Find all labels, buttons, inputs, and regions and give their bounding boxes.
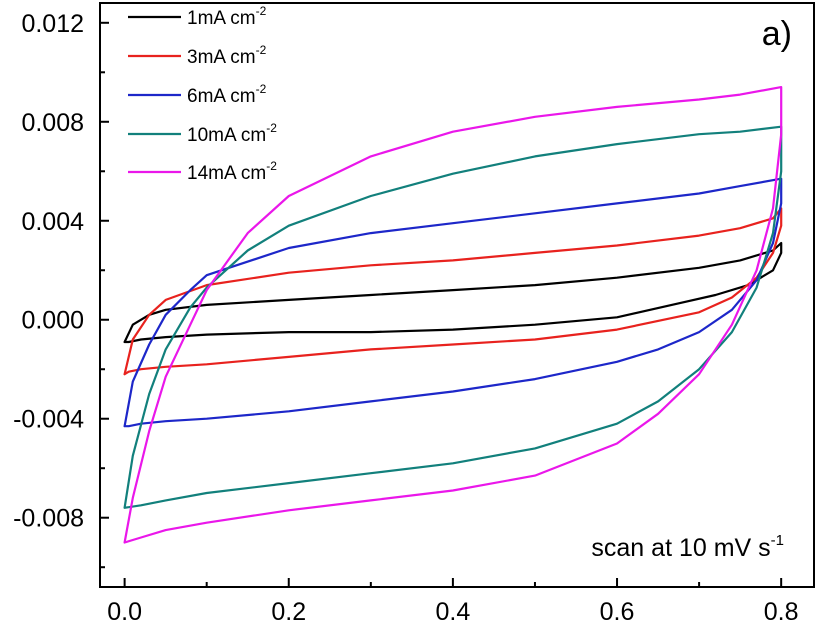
legend-label-superscript-2: -2	[256, 43, 267, 57]
series-line-2	[123, 207, 783, 376]
x-tick-label-3: 0.4	[436, 598, 471, 626]
x-tick-label-2: 0.2	[271, 598, 306, 626]
legend-label-3: 6mA cm-2	[187, 82, 267, 107]
panel-label: a)	[762, 15, 792, 53]
legend-label-text-5: 14mA cm	[187, 163, 266, 184]
scan-rate-annotation-text: scan at 10 mV s	[591, 534, 770, 562]
scan-rate-annotation: scan at 10 mV s-1	[591, 532, 784, 562]
series-line-1	[123, 241, 783, 344]
y-tick-label-5: -0.004	[13, 406, 84, 434]
legend-label-1: 1mA cm-2	[187, 4, 267, 29]
legend-label-text-2: 3mA cm	[187, 47, 256, 68]
legend-label-text-4: 10mA cm	[187, 125, 266, 146]
legend-label-text-3: 6mA cm	[187, 86, 256, 107]
y-tick-label-2: 0.008	[21, 109, 84, 137]
legend-label-superscript-4: -2	[266, 121, 277, 135]
y-tick-label-4: 0.000	[21, 307, 84, 335]
series-line-5	[123, 85, 783, 544]
y-tick-label-1: 0.012	[21, 10, 84, 38]
legend-label-2: 3mA cm-2	[187, 43, 267, 68]
x-tick-label-4: 0.6	[600, 598, 635, 626]
y-tick-label-3: 0.004	[21, 208, 84, 236]
scan-rate-annotation-superscript: -1	[771, 532, 784, 549]
x-tick-label-1: 0.0	[107, 598, 142, 626]
legend-label-text-1: 1mA cm	[187, 8, 256, 29]
plot-frame	[99, 2, 815, 588]
series-line-4	[123, 125, 783, 509]
legend-label-5: 14mA cm-2	[187, 159, 277, 184]
legend-label-superscript-3: -2	[256, 82, 267, 96]
y-tick-label-6: -0.008	[13, 505, 84, 533]
series-line-3	[123, 177, 783, 428]
legend-label-4: 10mA cm-2	[187, 121, 277, 146]
x-tick-label-5: 0.8	[764, 598, 799, 626]
series-layer	[123, 85, 783, 544]
legend-label-superscript-1: -2	[256, 4, 267, 18]
legend-label-superscript-5: -2	[266, 159, 277, 173]
tick-layer: 0.0 0.2 0.4 0.6 0.8 0.012 0.008 0.004 0.000 -0.00…	[13, 10, 798, 626]
